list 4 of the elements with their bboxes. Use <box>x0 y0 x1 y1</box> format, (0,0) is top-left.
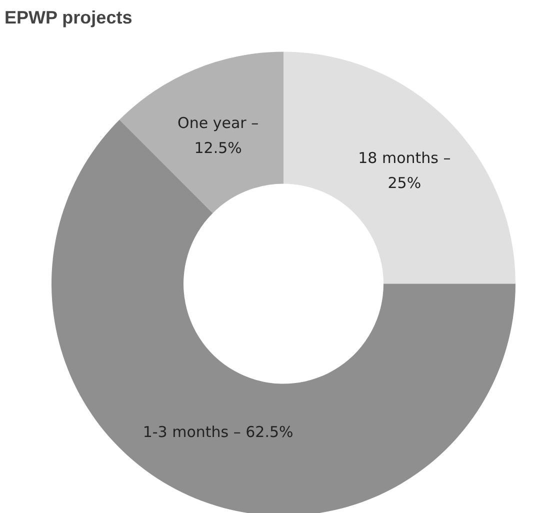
chart-title: EPWP projects <box>4 8 132 28</box>
slice-label: 18 months – 25% <box>358 148 451 192</box>
slice-label: One year – 12.5% <box>178 114 259 158</box>
slice-label: 1-3 months – 62.5% <box>142 422 294 441</box>
